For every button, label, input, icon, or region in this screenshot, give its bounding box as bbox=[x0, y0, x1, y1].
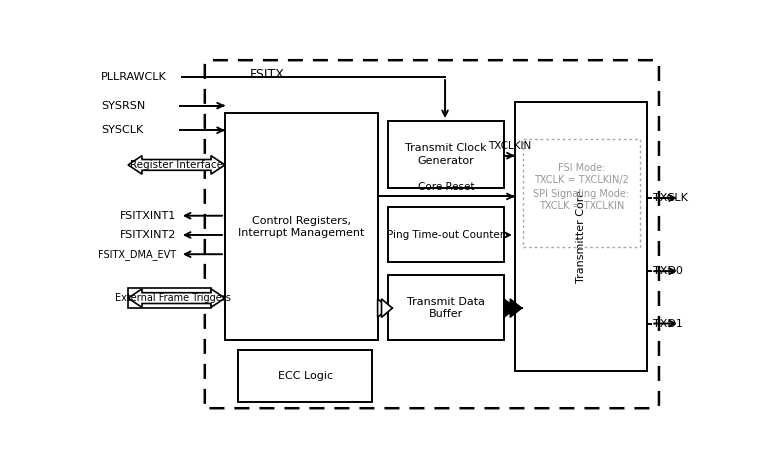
Text: Register Interface: Register Interface bbox=[130, 160, 223, 170]
Bar bbox=[387, 275, 504, 340]
Bar bbox=[523, 139, 640, 246]
Text: TXCLK = TXCLKIN/2: TXCLK = TXCLKIN/2 bbox=[534, 175, 629, 185]
Text: Generator: Generator bbox=[418, 156, 475, 166]
Text: TXD1: TXD1 bbox=[653, 319, 683, 329]
Text: TXCLK: TXCLK bbox=[653, 193, 688, 203]
Text: SYSCLK: SYSCLK bbox=[101, 125, 143, 135]
Polygon shape bbox=[504, 299, 515, 317]
Polygon shape bbox=[128, 156, 225, 174]
Text: Control Registers,: Control Registers, bbox=[252, 216, 351, 226]
Text: TXD0: TXD0 bbox=[653, 266, 683, 276]
Text: FSITXINT2: FSITXINT2 bbox=[120, 230, 176, 240]
Bar bbox=[225, 113, 377, 340]
Bar bbox=[128, 288, 211, 308]
Text: FSITX_DMA_EVT: FSITX_DMA_EVT bbox=[98, 249, 176, 260]
Bar bbox=[387, 207, 504, 262]
Text: SYSRSN: SYSRSN bbox=[101, 100, 146, 111]
Text: Core Reset: Core Reset bbox=[418, 182, 475, 192]
Polygon shape bbox=[377, 299, 389, 317]
Polygon shape bbox=[128, 289, 225, 307]
Text: PLLRAWCLK: PLLRAWCLK bbox=[101, 72, 167, 82]
Polygon shape bbox=[510, 299, 522, 317]
Text: FSI Mode:: FSI Mode: bbox=[558, 163, 605, 173]
Text: Ping Time-out Counter: Ping Time-out Counter bbox=[387, 230, 504, 239]
Text: SPI Signaling Mode:: SPI Signaling Mode: bbox=[534, 189, 629, 199]
Text: Interrupt Management: Interrupt Management bbox=[238, 228, 365, 238]
Text: Buffer: Buffer bbox=[429, 309, 463, 319]
Bar bbox=[515, 102, 647, 371]
FancyBboxPatch shape bbox=[205, 60, 659, 408]
Text: FSITX: FSITX bbox=[249, 68, 284, 81]
Text: TXCLK = TXCLKIN: TXCLK = TXCLKIN bbox=[539, 201, 624, 212]
Text: Transmit Clock: Transmit Clock bbox=[405, 144, 487, 153]
Polygon shape bbox=[381, 299, 393, 317]
Text: TXCLKIN: TXCLKIN bbox=[487, 141, 531, 151]
Text: ECC Logic: ECC Logic bbox=[277, 371, 333, 381]
Text: Transmitter Core: Transmitter Core bbox=[575, 190, 586, 283]
Bar bbox=[387, 121, 504, 188]
Bar bbox=[238, 350, 372, 402]
Text: Transmit Data: Transmit Data bbox=[407, 297, 485, 307]
Text: FSITXINT1: FSITXINT1 bbox=[120, 211, 176, 221]
Text: External Frame Triggers: External Frame Triggers bbox=[115, 293, 231, 303]
